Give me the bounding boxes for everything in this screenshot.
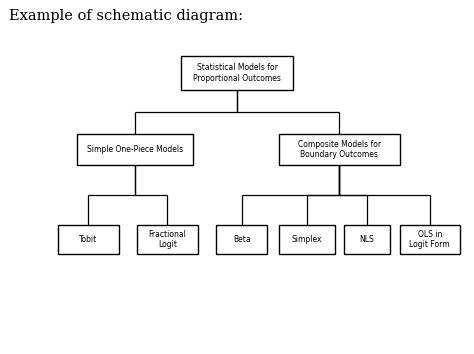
FancyBboxPatch shape: [400, 225, 460, 254]
FancyBboxPatch shape: [279, 134, 400, 165]
Text: NLS: NLS: [360, 235, 374, 244]
FancyBboxPatch shape: [58, 225, 118, 254]
Text: Tobit: Tobit: [79, 235, 98, 244]
Text: Simplex: Simplex: [292, 235, 322, 244]
Text: Statistical Models for
Proportional Outcomes: Statistical Models for Proportional Outc…: [193, 63, 281, 82]
Text: Example of schematic diagram:: Example of schematic diagram:: [9, 9, 243, 23]
Text: Beta: Beta: [233, 235, 250, 244]
FancyBboxPatch shape: [216, 225, 267, 254]
FancyBboxPatch shape: [279, 225, 335, 254]
Text: OLS in
Logit Form: OLS in Logit Form: [410, 230, 450, 249]
Text: Simple One-Piece Models: Simple One-Piece Models: [87, 145, 183, 154]
FancyBboxPatch shape: [77, 134, 193, 165]
Text: Fractional
Logit: Fractional Logit: [148, 230, 186, 249]
FancyBboxPatch shape: [181, 56, 293, 90]
FancyBboxPatch shape: [137, 225, 198, 254]
FancyBboxPatch shape: [344, 225, 390, 254]
Text: Composite Models for
Boundary Outcomes: Composite Models for Boundary Outcomes: [298, 139, 381, 159]
